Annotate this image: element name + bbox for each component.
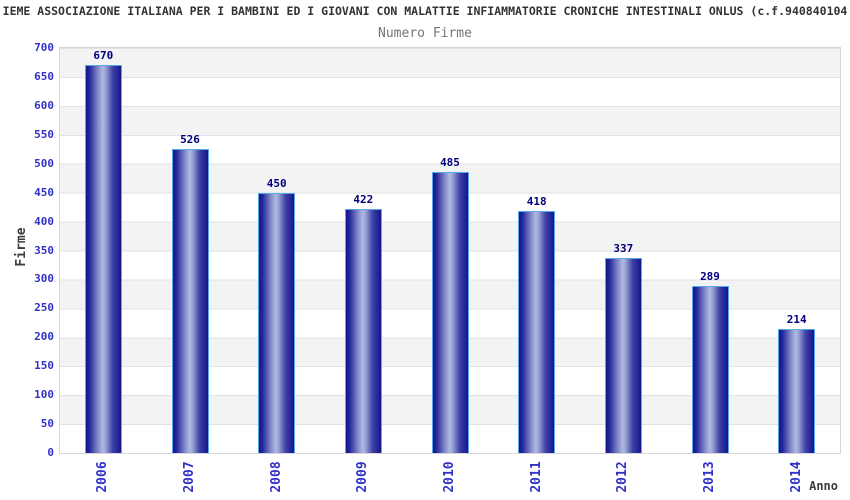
y-tick-label: 200 [34, 330, 54, 344]
y-tick-label: 550 [34, 127, 54, 141]
y-axis-title: Firme [14, 227, 29, 267]
bar-2014 [778, 329, 816, 453]
y-tick-label: 100 [34, 388, 54, 402]
bar-2008 [258, 192, 296, 453]
chart-subtitle: Numero Firme [378, 26, 472, 41]
y-tick-label: 450 [34, 185, 54, 199]
y-tick-label: 50 [40, 417, 54, 431]
bar-2009 [344, 208, 382, 453]
x-tick-label: 2008 [268, 461, 284, 493]
y-tick-label: 250 [34, 301, 54, 315]
x-tick-label: 2006 [95, 461, 111, 493]
x-tick-label: 2013 [702, 461, 717, 493]
plot-area [59, 47, 841, 454]
bar-2010 [431, 172, 469, 453]
chart-title: IEME ASSOCIAZIONE ITALIANA PER I BAMBINI… [2, 4, 848, 18]
bar-2012 [604, 258, 642, 453]
y-tick-label: 600 [34, 98, 54, 112]
x-axis-title: Anno [809, 479, 838, 493]
bar-2011 [518, 211, 556, 453]
y-tick-label: 700 [34, 41, 54, 54]
x-tick-label: 2010 [442, 461, 457, 493]
y-tick-label: 650 [34, 69, 54, 83]
x-tick-label: 2012 [615, 461, 631, 493]
bar-2006 [84, 65, 122, 453]
y-tick-label: 500 [34, 156, 54, 170]
bar-2007 [171, 148, 209, 453]
y-tick-label: 0 [47, 446, 54, 459]
x-tick-label: 2007 [182, 461, 197, 493]
bar-2013 [691, 285, 729, 453]
y-tick-label: 150 [34, 359, 54, 373]
x-tick-label: 2009 [355, 461, 371, 493]
x-tick-label: 2011 [528, 461, 544, 493]
